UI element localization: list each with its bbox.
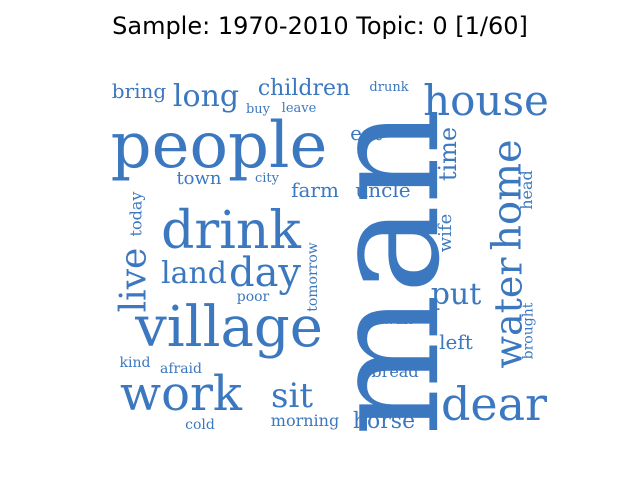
word-put: put — [430, 277, 482, 312]
word-today: today — [125, 191, 145, 237]
word-people: people — [110, 109, 328, 183]
word-horse: horse — [352, 409, 416, 434]
word-work: work — [119, 366, 242, 422]
word-morning: morning — [270, 411, 340, 430]
word-farm: farm — [291, 178, 339, 202]
word-brought: brought — [520, 302, 536, 360]
word-poor: poor — [236, 289, 270, 305]
word-left: left — [439, 330, 473, 354]
word-wife: wife — [434, 213, 456, 253]
word-long: long — [172, 79, 240, 114]
word-eat: eat — [350, 121, 382, 145]
word-village: village — [135, 295, 323, 360]
word-kind: kind — [119, 355, 151, 371]
word-tomorrow: tomorrow — [305, 242, 321, 312]
word-day: day — [228, 250, 302, 296]
word-house: house — [423, 76, 549, 125]
word-leave: leave — [281, 100, 317, 116]
word-dear: dear — [440, 377, 548, 431]
word-head: head — [517, 170, 536, 210]
word-land: land — [160, 256, 227, 291]
word-bring: bring — [111, 79, 167, 103]
word-time: time — [434, 126, 462, 182]
word-bread: bread — [371, 362, 419, 381]
word-children: children — [257, 76, 351, 101]
word-buy: buy — [245, 101, 271, 117]
word-afraid: afraid — [159, 361, 202, 377]
word-uncle: uncle — [355, 178, 411, 202]
word-cold: cold — [185, 417, 215, 433]
word-town: town — [176, 168, 222, 189]
word-drunk: drunk — [369, 79, 409, 95]
word-city: city — [254, 170, 279, 186]
word-live: live — [112, 247, 154, 313]
word-sit: sit — [271, 376, 313, 416]
word-wait: wait — [382, 312, 414, 328]
plot-title: Sample: 1970-2010 Topic: 0 [1/60] — [112, 12, 528, 40]
word-drink: drink — [161, 201, 301, 261]
